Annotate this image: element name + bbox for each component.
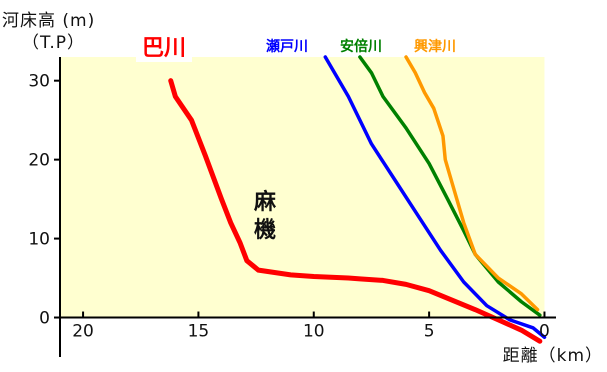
series-label-abe: 安倍川 xyxy=(340,39,382,55)
series-label-seto: 瀬戸川 xyxy=(266,39,308,55)
annotation-char-2: 機 xyxy=(253,218,276,243)
y-axis-label-datum: （T.P） xyxy=(22,33,86,53)
x-tick-label-1: 15 xyxy=(188,322,210,342)
series-line-3 xyxy=(358,55,542,317)
y-axis-label: 河床高 (m) xyxy=(2,11,96,31)
series-label-tomoe: 巴川 xyxy=(136,30,193,62)
annotation-char-1: 麻 xyxy=(253,190,276,215)
x-tick-label-4: 0 xyxy=(539,322,550,342)
x-tick-label-0: 20 xyxy=(72,322,94,342)
x-tick-label-3: 5 xyxy=(424,322,435,342)
y-tick-label-3: 30 xyxy=(28,72,50,92)
series-line-2 xyxy=(323,55,547,340)
y-tick-label-2: 20 xyxy=(28,151,50,171)
series-label-okitsu: 興津川 xyxy=(414,39,456,55)
series-line-4 xyxy=(404,55,540,312)
plot-background xyxy=(60,57,545,318)
y-tick-label-1: 10 xyxy=(28,230,50,250)
series-line-1 xyxy=(168,78,543,344)
axis-layer: 0 10 20 30 20 15 10 5 0 xyxy=(28,57,556,357)
series-layer xyxy=(168,55,547,344)
x-axis-label: 距離（km） xyxy=(502,346,603,366)
x-tick-label-2: 10 xyxy=(303,322,325,342)
y-tick-label-0: 0 xyxy=(39,309,50,329)
